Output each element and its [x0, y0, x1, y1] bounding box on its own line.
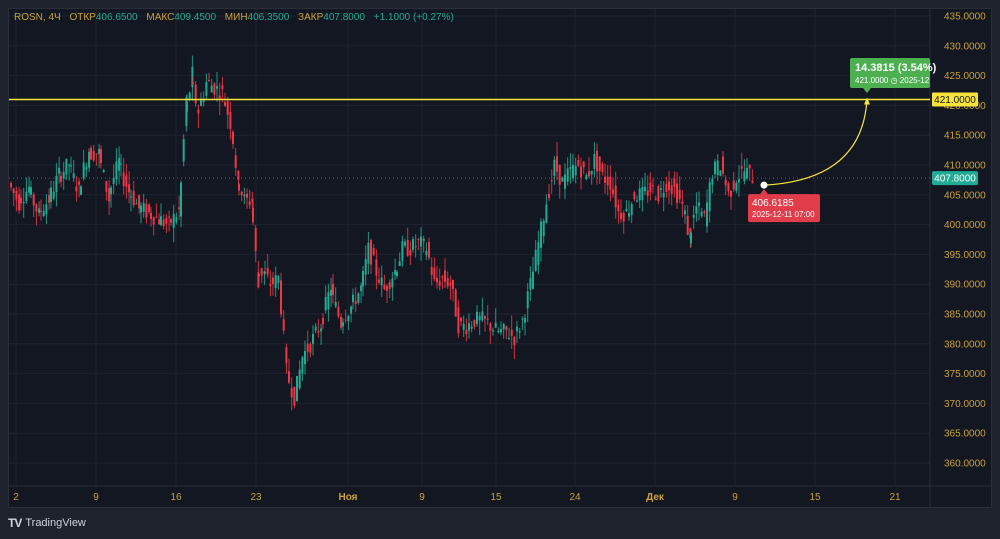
svg-text:421.0000: 421.0000 [934, 95, 976, 106]
svg-text:407.8000: 407.8000 [934, 174, 976, 185]
open-label: ОТКР [69, 12, 96, 23]
y-tick-label: 430.0000 [944, 41, 986, 52]
y-tick-label: 390.0000 [944, 280, 986, 291]
x-tick-label: 15 [490, 492, 502, 503]
svg-text:2025-12-11 07:00: 2025-12-11 07:00 [752, 210, 815, 219]
low-label: МИН [224, 12, 248, 23]
x-tick-label: 23 [250, 492, 262, 503]
chart-pane[interactable] [8, 8, 992, 508]
x-tick-label: Ноя [338, 492, 357, 503]
open-value: 406.6500 [95, 12, 138, 23]
y-tick-label: 415.0000 [944, 131, 986, 142]
start-price-tooltip [748, 194, 820, 223]
x-tick-label: 9 [93, 492, 99, 503]
projection-target-handle [864, 97, 870, 105]
y-tick-label: 385.0000 [944, 310, 986, 321]
y-tick-label: 380.0000 [944, 339, 986, 350]
y-tick-label: 400.0000 [944, 220, 986, 231]
y-tick-label: 365.0000 [944, 429, 986, 440]
high-value: 409.4500 [174, 12, 217, 23]
y-tick-label: 405.0000 [944, 190, 986, 201]
y-tick-label: 395.0000 [944, 250, 986, 261]
close-value: 407.8000 [323, 12, 365, 23]
horizontal-line-price-badge [932, 92, 978, 107]
target-change-tooltip [850, 58, 930, 88]
x-tick-label: 9 [732, 492, 738, 503]
tradingview-logo-icon: TV [8, 516, 22, 530]
high-label: МАКС [146, 12, 175, 23]
y-tick-label: 410.0000 [944, 161, 986, 172]
symbol-label: ROSN, 4Ч [14, 12, 61, 23]
y-tick-label: 375.0000 [944, 369, 986, 380]
last-price-badge [932, 171, 978, 186]
y-tick-label: 360.0000 [944, 459, 986, 470]
y-tick-label: 435.0000 [944, 12, 986, 23]
x-tick-label: 16 [170, 492, 182, 503]
x-tick-label: Дек [646, 492, 665, 503]
x-tick-label: 2 [13, 492, 19, 503]
low-value: 406.3500 [247, 12, 290, 23]
close-label: ЗАКР [298, 12, 324, 23]
tradingview-branding[interactable]: TV TradingView [8, 516, 86, 530]
svg-text:421.0000 ◷ 2025-12: 421.0000 ◷ 2025-12 [855, 76, 930, 85]
svg-text:14.3815 (3.54%): 14.3815 (3.54%) [855, 62, 937, 74]
change-value: +1.1000 (+0.27%) [373, 12, 454, 23]
projection-start-handle [760, 181, 768, 189]
projection-curve [763, 99, 868, 186]
y-tick-label: 370.0000 [944, 399, 986, 410]
ohlc-legend: ROSN, 4Ч ОТКР406.6500 МАКС409.4500 МИН40… [14, 12, 454, 23]
x-tick-label: 15 [809, 492, 821, 503]
x-tick-label: 24 [569, 492, 581, 503]
x-tick-label: 21 [889, 492, 901, 503]
y-tick-label: 425.0000 [944, 71, 986, 82]
x-tick-label: 9 [419, 492, 425, 503]
brand-label: TradingView [25, 517, 86, 529]
svg-text:406.6185: 406.6185 [752, 198, 794, 209]
